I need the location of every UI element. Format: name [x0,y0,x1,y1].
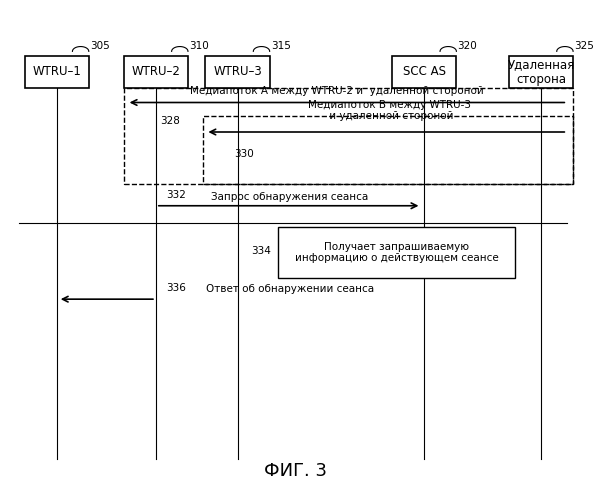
Text: 330: 330 [234,149,254,159]
FancyBboxPatch shape [25,56,89,88]
Text: 305: 305 [90,41,110,51]
Text: WTRU–1: WTRU–1 [32,66,81,78]
Text: WTRU–2: WTRU–2 [132,66,180,78]
FancyBboxPatch shape [509,56,573,88]
FancyBboxPatch shape [124,56,188,88]
Text: Получает запрашиваемую
информацию о действующем сеансе: Получает запрашиваемую информацию о дейс… [294,242,498,264]
Text: 336: 336 [166,283,186,293]
Text: Ответ об обнаружении сеанса: Ответ об обнаружении сеанса [206,284,374,294]
Text: 332: 332 [166,190,186,200]
Text: 315: 315 [271,41,291,51]
FancyBboxPatch shape [206,56,270,88]
Text: 320: 320 [457,41,477,51]
FancyBboxPatch shape [392,56,456,88]
Text: Медиапоток В между WTRU-3
 и удаленной стороной: Медиапоток В между WTRU-3 и удаленной ст… [308,100,471,121]
Text: 310: 310 [189,41,209,51]
Text: WTRU–3: WTRU–3 [213,66,262,78]
Text: SCC AS: SCC AS [403,66,446,78]
FancyBboxPatch shape [278,228,514,278]
Text: 325: 325 [574,41,594,51]
Text: ФИГ. 3: ФИГ. 3 [264,462,328,480]
Text: 334: 334 [252,246,272,256]
Text: 328: 328 [160,116,180,126]
Text: Удаленная
сторона: Удаленная сторона [507,58,575,86]
Text: Медиапоток А между WTRU-2 и  удаленной стороной: Медиапоток А между WTRU-2 и удаленной ст… [190,86,484,96]
Text: Запрос обнаружения сеанса: Запрос обнаружения сеанса [212,192,368,202]
